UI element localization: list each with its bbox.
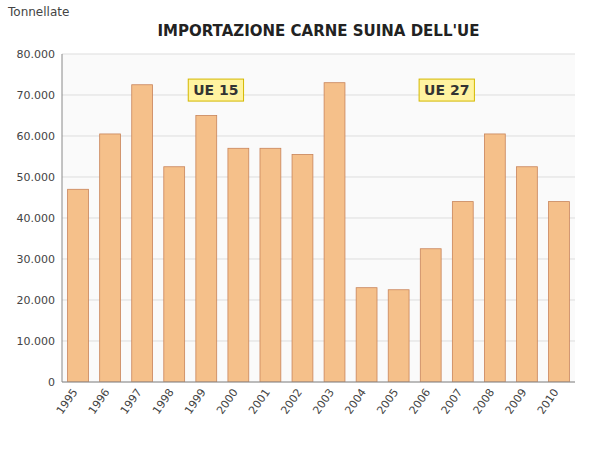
x-tick-label: 1996	[86, 386, 113, 416]
grid	[62, 54, 575, 382]
bar	[132, 85, 153, 382]
bar	[549, 202, 570, 382]
bar	[260, 148, 281, 382]
x-tick-label: 2010	[535, 386, 562, 416]
grid-line	[62, 382, 575, 383]
x-tick-label: 1995	[54, 386, 81, 416]
chart: 0 10.000 20.000 30.000 40.000 50.000 60.000 70.…	[0, 0, 590, 449]
annotations: UE 15 UE 27	[188, 79, 474, 101]
x-tick-label: 2002	[278, 386, 305, 416]
x-tick-label: 1997	[118, 386, 145, 416]
bar	[452, 202, 473, 382]
x-tick-label: 2008	[471, 386, 498, 416]
x-axis: 1995199619971998199920002001200220032004…	[54, 386, 562, 416]
bar	[292, 154, 313, 382]
annotation: UE 27	[424, 82, 469, 98]
bar	[484, 134, 505, 382]
x-tick-label: 2000	[214, 386, 241, 416]
y-tick-label: 40.000	[17, 212, 56, 225]
x-tick-label: 2006	[406, 386, 433, 416]
bar	[228, 148, 249, 382]
bar	[516, 167, 537, 382]
y-tick-label: 70.000	[17, 89, 56, 102]
annotation-box	[419, 79, 474, 101]
bar	[196, 116, 217, 383]
y-axis-label: Tonnellate	[7, 5, 69, 19]
y-axis: 0 10.000 20.000 30.000 40.000 50.000 60.000 70.…	[17, 48, 56, 389]
bar	[68, 189, 89, 382]
y-tick-label: 20.000	[17, 294, 56, 307]
annotation-box	[188, 79, 243, 101]
bar	[164, 167, 185, 382]
x-tick-label: 2001	[246, 386, 273, 416]
bars	[68, 83, 570, 382]
x-tick-label: 2005	[374, 386, 401, 416]
x-tick-label: 1998	[150, 386, 177, 416]
title: IMPORTAZIONE CARNE SUINA DELL'UE	[157, 22, 479, 40]
x-axis-line	[62, 382, 575, 383]
bar	[356, 288, 377, 382]
y-tick-label: 60.000	[17, 130, 56, 143]
y-tick-label: 10.000	[17, 335, 56, 348]
y-tick-label: 50.000	[17, 171, 56, 184]
x-tick-label: 2004	[342, 386, 369, 416]
grid-line	[62, 54, 575, 55]
y-tick-label: 80.000	[17, 48, 56, 61]
x-tick-label: 2003	[310, 386, 337, 416]
bar	[100, 134, 121, 382]
x-tick-label: 1999	[182, 386, 209, 416]
plot-area	[62, 54, 575, 382]
y-axis-line	[62, 54, 63, 382]
y-tick-label: 0	[48, 376, 55, 389]
bar	[324, 83, 345, 382]
bar	[420, 249, 441, 382]
x-tick-label: 2007	[439, 386, 466, 416]
y-tick-label: 30.000	[17, 253, 56, 266]
annotation: UE 15	[193, 82, 238, 98]
bar	[388, 290, 409, 382]
x-tick-label: 2009	[503, 386, 530, 416]
